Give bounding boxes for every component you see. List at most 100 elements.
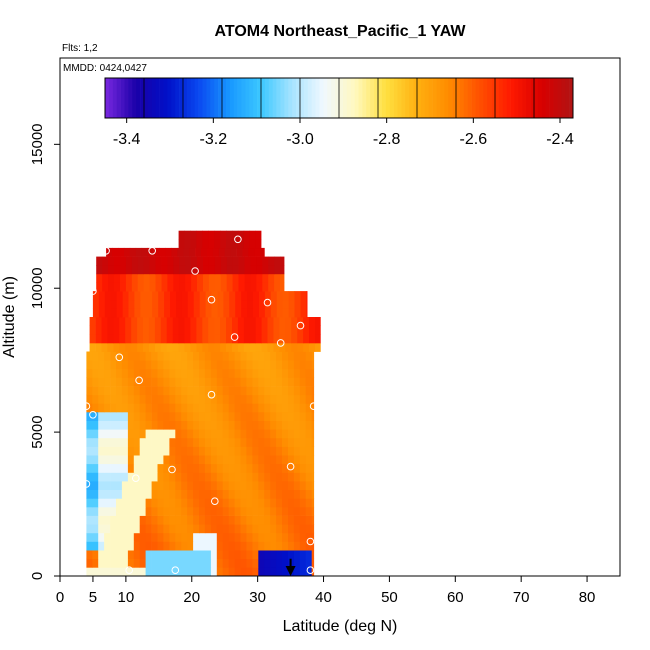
heatmap-cell [139, 567, 146, 577]
heatmap-cell [252, 360, 259, 370]
heatmap-cell [131, 273, 139, 283]
heatmap-cell [305, 403, 312, 413]
heatmap-cell [121, 567, 129, 577]
heatmap-cell [92, 515, 99, 525]
colorbar-swatch [502, 78, 507, 118]
heatmap-cell [216, 368, 224, 378]
heatmap-cell [183, 247, 190, 257]
colorbar-swatch [346, 78, 351, 118]
heatmap-cell [179, 256, 186, 266]
heatmap-cell [139, 532, 146, 542]
heatmap-cell [112, 247, 119, 257]
colorbar-swatch [553, 78, 558, 118]
heatmap-cell [172, 325, 179, 335]
heatmap-cell [291, 334, 298, 344]
heatmap-cell [246, 429, 253, 439]
heatmap-cell [102, 282, 109, 292]
heatmap-cell [220, 342, 227, 352]
heatmap-cell [193, 515, 200, 525]
date-label: MMDD: 0424,0427 [63, 63, 147, 74]
heatmap-cell [204, 403, 212, 413]
heatmap-cell [264, 472, 271, 482]
heatmap-cell [305, 437, 312, 447]
heatmap-cell [237, 317, 245, 326]
heatmap-cell [86, 472, 93, 482]
heatmap-cell [228, 360, 235, 370]
heatmap-cell [246, 558, 253, 568]
colorbar-swatch [471, 78, 476, 118]
heatmap-cell [86, 446, 93, 456]
heatmap-cell [210, 351, 218, 361]
heatmap-cell [228, 437, 235, 447]
heatmap-cell [264, 481, 271, 490]
heatmap-cell [176, 291, 183, 301]
heatmap-cell [288, 532, 295, 542]
heatmap-cell [267, 334, 274, 344]
colorbar-swatch [409, 78, 414, 118]
heatmap-cell [169, 472, 176, 482]
heatmap-cell [311, 558, 315, 568]
heatmap-cell [116, 472, 123, 482]
colorbar-swatch [128, 78, 133, 118]
colorbar-swatch [249, 78, 254, 118]
heatmap-cell [164, 299, 171, 309]
heatmap-cell [264, 515, 271, 525]
heatmap-cell [110, 532, 117, 542]
heatmap-cell [189, 247, 196, 257]
heatmap-cell [216, 429, 224, 439]
heatmap-cell [234, 394, 241, 404]
heatmap-cell [98, 481, 105, 490]
heatmap-cell [252, 481, 259, 490]
heatmap-cell [276, 386, 283, 396]
heatmap-cell [193, 506, 200, 516]
heatmap-cell [199, 394, 206, 404]
heatmap-cell [161, 273, 168, 283]
colorbar-swatch [366, 78, 371, 118]
heatmap-cell [288, 394, 295, 404]
heatmap-cell [143, 342, 150, 352]
heatmap-cell [235, 291, 242, 301]
heatmap-cell [240, 446, 247, 456]
heatmap-cell [264, 437, 271, 447]
heatmap-cell [157, 429, 164, 439]
heatmap-cell [252, 498, 259, 508]
heatmap-cell [151, 429, 158, 439]
heatmap-cell [309, 342, 316, 352]
heatmap-cell [163, 506, 170, 516]
heatmap-cell [131, 265, 139, 275]
heatmap-cell [299, 446, 307, 456]
heatmap-cell [169, 446, 176, 456]
heatmap-cell [293, 472, 301, 482]
heatmap-cell [157, 368, 164, 378]
heatmap-cell [276, 532, 283, 542]
heatmap-cell [120, 256, 127, 266]
heatmap-cell [157, 558, 164, 568]
heatmap-cell [232, 256, 239, 266]
heatmap-cell [216, 412, 224, 421]
heatmap-cell [187, 498, 194, 508]
heatmap-cell [187, 437, 194, 447]
colorbar-swatch [171, 78, 176, 118]
heatmap-cell [293, 403, 301, 413]
heatmap-cell [146, 299, 153, 309]
heatmap-cell [181, 532, 188, 542]
heatmap-cell [234, 455, 241, 465]
heatmap-cell [311, 420, 315, 430]
heatmap-cell [163, 481, 170, 490]
colorbar-swatch [459, 78, 465, 118]
heatmap-cell [181, 489, 188, 499]
heatmap-cell [199, 412, 206, 421]
heatmap-cell [127, 472, 135, 482]
colorbar-swatch [463, 78, 468, 118]
colorbar-swatch [518, 78, 523, 118]
heatmap-cell [270, 455, 277, 465]
colorbar-swatch [370, 78, 375, 118]
heatmap-cell [276, 429, 283, 439]
heatmap-cell [264, 429, 271, 439]
heatmap-cell [216, 515, 224, 525]
heatmap-cell [252, 377, 259, 387]
heatmap-cell [202, 239, 209, 249]
heatmap-cell [216, 420, 224, 430]
heatmap-field [86, 230, 321, 577]
heatmap-cell [169, 463, 176, 473]
